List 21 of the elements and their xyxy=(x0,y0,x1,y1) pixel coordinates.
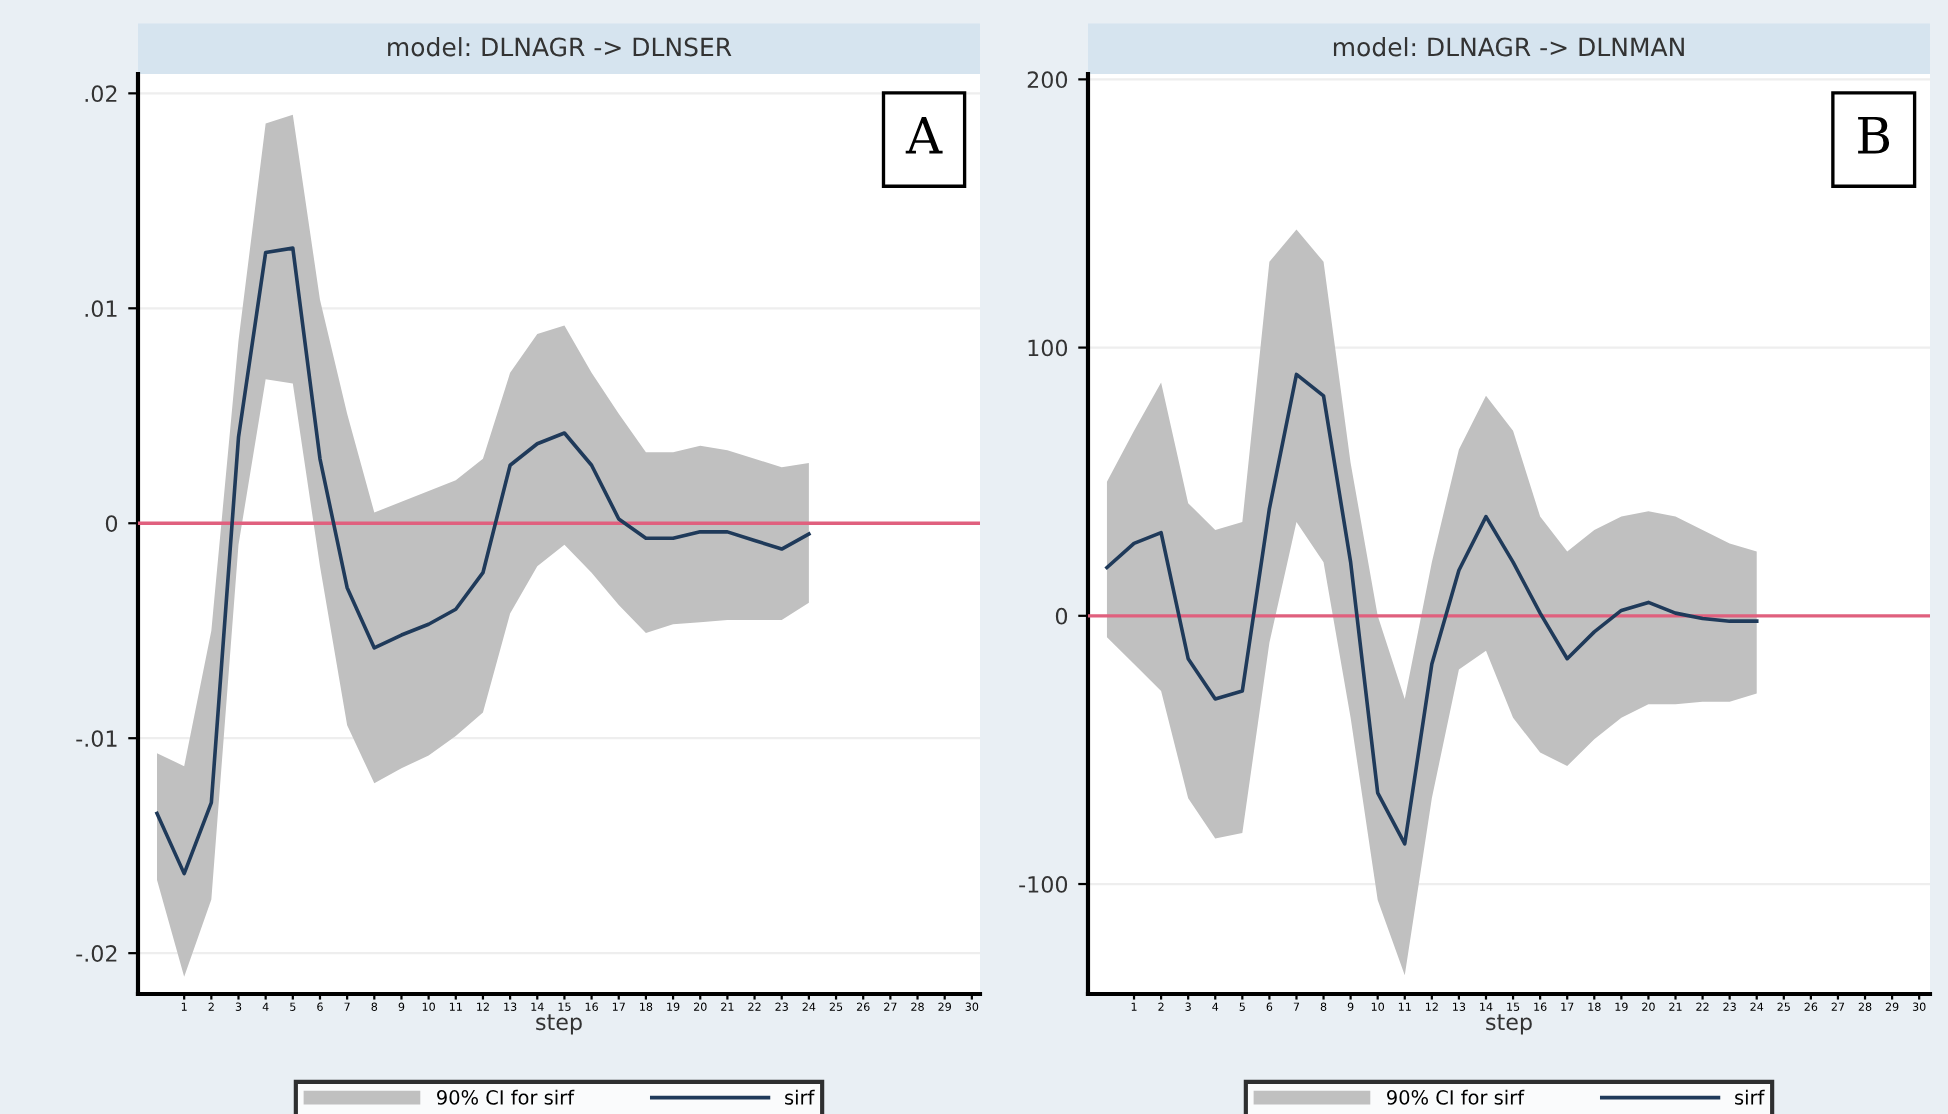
y-tick-label: -100 xyxy=(1019,875,1068,893)
text: 90% CI for sirf xyxy=(437,1089,575,1105)
chart-title: model: DLNAGR -> DLNSER xyxy=(388,37,732,57)
y-tick-label: 100 xyxy=(1028,339,1068,357)
annotation: B xyxy=(1858,116,1890,154)
y-tick-label: -.02 xyxy=(76,945,117,962)
x-axis-title: step xyxy=(536,1014,582,1035)
text: sirf xyxy=(785,1089,815,1105)
line-series xyxy=(1105,372,1759,846)
text: 90% CI for sirf xyxy=(1387,1089,1525,1105)
annotation: A xyxy=(905,116,943,154)
y-tick-label: -.01 xyxy=(76,730,117,747)
y-tick-label: 0 xyxy=(105,515,118,533)
text: sirf xyxy=(1735,1089,1765,1105)
y-tick-label: 200 xyxy=(1027,71,1068,89)
y-tick-label: .02 xyxy=(85,85,117,103)
line-series xyxy=(155,246,811,876)
y-tick-label: 0 xyxy=(1055,607,1068,625)
x-axis-title: step xyxy=(1486,1014,1532,1035)
y-tick-label: .01 xyxy=(85,300,117,318)
chart-title: model: DLNAGR -> DLNMAN xyxy=(1333,37,1684,57)
